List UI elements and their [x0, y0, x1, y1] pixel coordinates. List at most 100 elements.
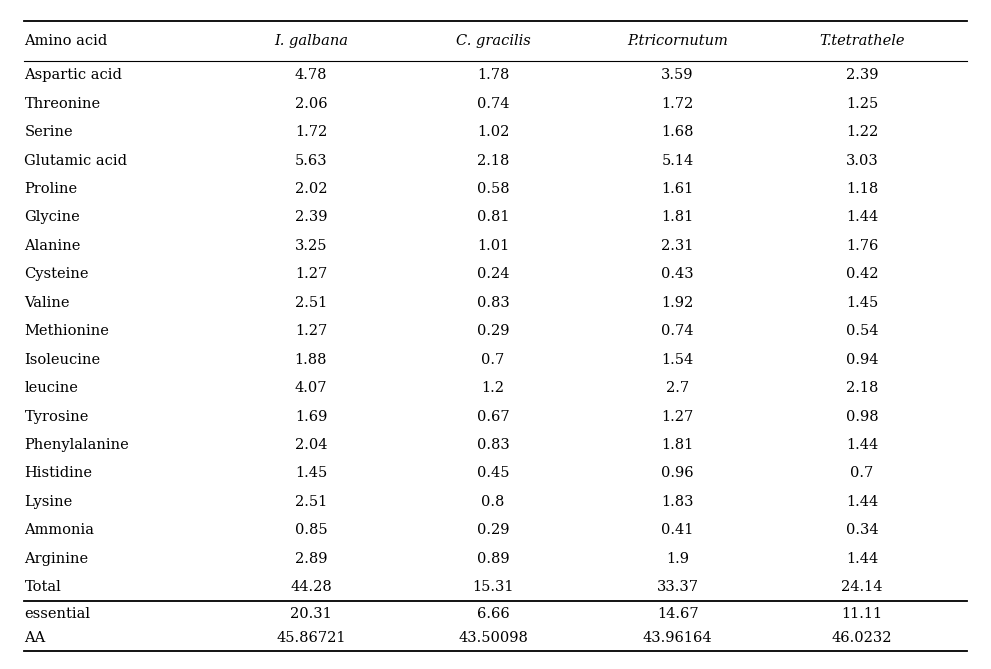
Text: Isoleucine: Isoleucine	[25, 353, 101, 367]
Text: 2.39: 2.39	[846, 68, 878, 82]
Text: 1.72: 1.72	[661, 97, 694, 111]
Text: 2.02: 2.02	[294, 182, 327, 196]
Text: 45.86721: 45.86721	[276, 632, 346, 645]
Text: 0.43: 0.43	[661, 268, 694, 282]
Text: Phenylalanine: Phenylalanine	[25, 438, 129, 452]
Text: 33.37: 33.37	[657, 580, 699, 594]
Text: 0.74: 0.74	[477, 97, 509, 111]
Text: 2.18: 2.18	[477, 154, 509, 168]
Text: Amino acid: Amino acid	[25, 34, 108, 48]
Text: 0.83: 0.83	[477, 438, 509, 452]
Text: 1.45: 1.45	[846, 296, 878, 310]
Text: 24.14: 24.14	[841, 580, 883, 594]
Text: Alanine: Alanine	[25, 239, 81, 253]
Text: 1.72: 1.72	[295, 125, 327, 139]
Text: 1.81: 1.81	[661, 438, 694, 452]
Text: 1.81: 1.81	[661, 211, 694, 225]
Text: 0.74: 0.74	[661, 324, 694, 339]
Text: 1.27: 1.27	[295, 324, 327, 339]
Text: 1.18: 1.18	[846, 182, 878, 196]
Text: 43.50098: 43.50098	[458, 632, 528, 645]
Text: 2.51: 2.51	[295, 495, 327, 509]
Text: 0.67: 0.67	[477, 409, 509, 423]
Text: 2.18: 2.18	[846, 381, 878, 395]
Text: 1.22: 1.22	[846, 125, 878, 139]
Text: Glycine: Glycine	[25, 211, 80, 225]
Text: 0.98: 0.98	[845, 409, 878, 423]
Text: 0.7: 0.7	[482, 353, 504, 367]
Text: 2.51: 2.51	[295, 296, 327, 310]
Text: 43.96164: 43.96164	[643, 632, 713, 645]
Text: 1.27: 1.27	[295, 268, 327, 282]
Text: 1.44: 1.44	[846, 552, 878, 566]
Text: Threonine: Threonine	[25, 97, 101, 111]
Text: essential: essential	[25, 607, 90, 621]
Text: 1.83: 1.83	[661, 495, 694, 509]
Text: Methionine: Methionine	[25, 324, 109, 339]
Text: Tyrosine: Tyrosine	[25, 409, 89, 423]
Text: 20.31: 20.31	[290, 607, 332, 621]
Text: 6.66: 6.66	[477, 607, 509, 621]
Text: T.tetrathele: T.tetrathele	[820, 34, 905, 48]
Text: Aspartic acid: Aspartic acid	[25, 68, 122, 82]
Text: 1.02: 1.02	[477, 125, 509, 139]
Text: 2.04: 2.04	[294, 438, 327, 452]
Text: 1.61: 1.61	[661, 182, 694, 196]
Text: Proline: Proline	[25, 182, 77, 196]
Text: Valine: Valine	[25, 296, 70, 310]
Text: 2.7: 2.7	[666, 381, 689, 395]
Text: 1.92: 1.92	[661, 296, 694, 310]
Text: 1.2: 1.2	[482, 381, 504, 395]
Text: 4.07: 4.07	[294, 381, 327, 395]
Text: 3.59: 3.59	[661, 68, 694, 82]
Text: 0.7: 0.7	[850, 466, 874, 480]
Text: 1.76: 1.76	[846, 239, 878, 253]
Text: I. galbana: I. galbana	[274, 34, 348, 48]
Text: 2.89: 2.89	[294, 552, 327, 566]
Text: 5.14: 5.14	[661, 154, 694, 168]
Text: Total: Total	[25, 580, 61, 594]
Text: 2.31: 2.31	[661, 239, 694, 253]
Text: Cysteine: Cysteine	[25, 268, 89, 282]
Text: 5.63: 5.63	[294, 154, 327, 168]
Text: 3.03: 3.03	[845, 154, 878, 168]
Text: AA: AA	[25, 632, 46, 645]
Text: 14.67: 14.67	[657, 607, 699, 621]
Text: 1.44: 1.44	[846, 438, 878, 452]
Text: 0.58: 0.58	[477, 182, 509, 196]
Text: 1.44: 1.44	[846, 495, 878, 509]
Text: 11.11: 11.11	[841, 607, 883, 621]
Text: 1.45: 1.45	[295, 466, 327, 480]
Text: 3.25: 3.25	[294, 239, 327, 253]
Text: Lysine: Lysine	[25, 495, 72, 509]
Text: 1.88: 1.88	[294, 353, 327, 367]
Text: 2.39: 2.39	[294, 211, 327, 225]
Text: 2.06: 2.06	[294, 97, 327, 111]
Text: 1.78: 1.78	[477, 68, 509, 82]
Text: Histidine: Histidine	[25, 466, 92, 480]
Text: Glutamic acid: Glutamic acid	[25, 154, 128, 168]
Text: 1.68: 1.68	[661, 125, 694, 139]
Text: C. gracilis: C. gracilis	[456, 34, 530, 48]
Text: 0.45: 0.45	[477, 466, 509, 480]
Text: 0.8: 0.8	[482, 495, 504, 509]
Text: 0.83: 0.83	[477, 296, 509, 310]
Text: 0.34: 0.34	[845, 523, 878, 537]
Text: 0.85: 0.85	[294, 523, 327, 537]
Text: 1.9: 1.9	[666, 552, 689, 566]
Text: 1.27: 1.27	[661, 409, 694, 423]
Text: 0.41: 0.41	[661, 523, 694, 537]
Text: 1.44: 1.44	[846, 211, 878, 225]
Text: 0.81: 0.81	[477, 211, 509, 225]
Text: 15.31: 15.31	[473, 580, 513, 594]
Text: Serine: Serine	[25, 125, 73, 139]
Text: Arginine: Arginine	[25, 552, 88, 566]
Text: 0.54: 0.54	[846, 324, 878, 339]
Text: 0.89: 0.89	[477, 552, 509, 566]
Text: 1.25: 1.25	[846, 97, 878, 111]
Text: 0.24: 0.24	[477, 268, 509, 282]
Text: 4.78: 4.78	[294, 68, 327, 82]
Text: leucine: leucine	[25, 381, 78, 395]
Text: 46.0232: 46.0232	[831, 632, 892, 645]
Text: 1.01: 1.01	[477, 239, 509, 253]
